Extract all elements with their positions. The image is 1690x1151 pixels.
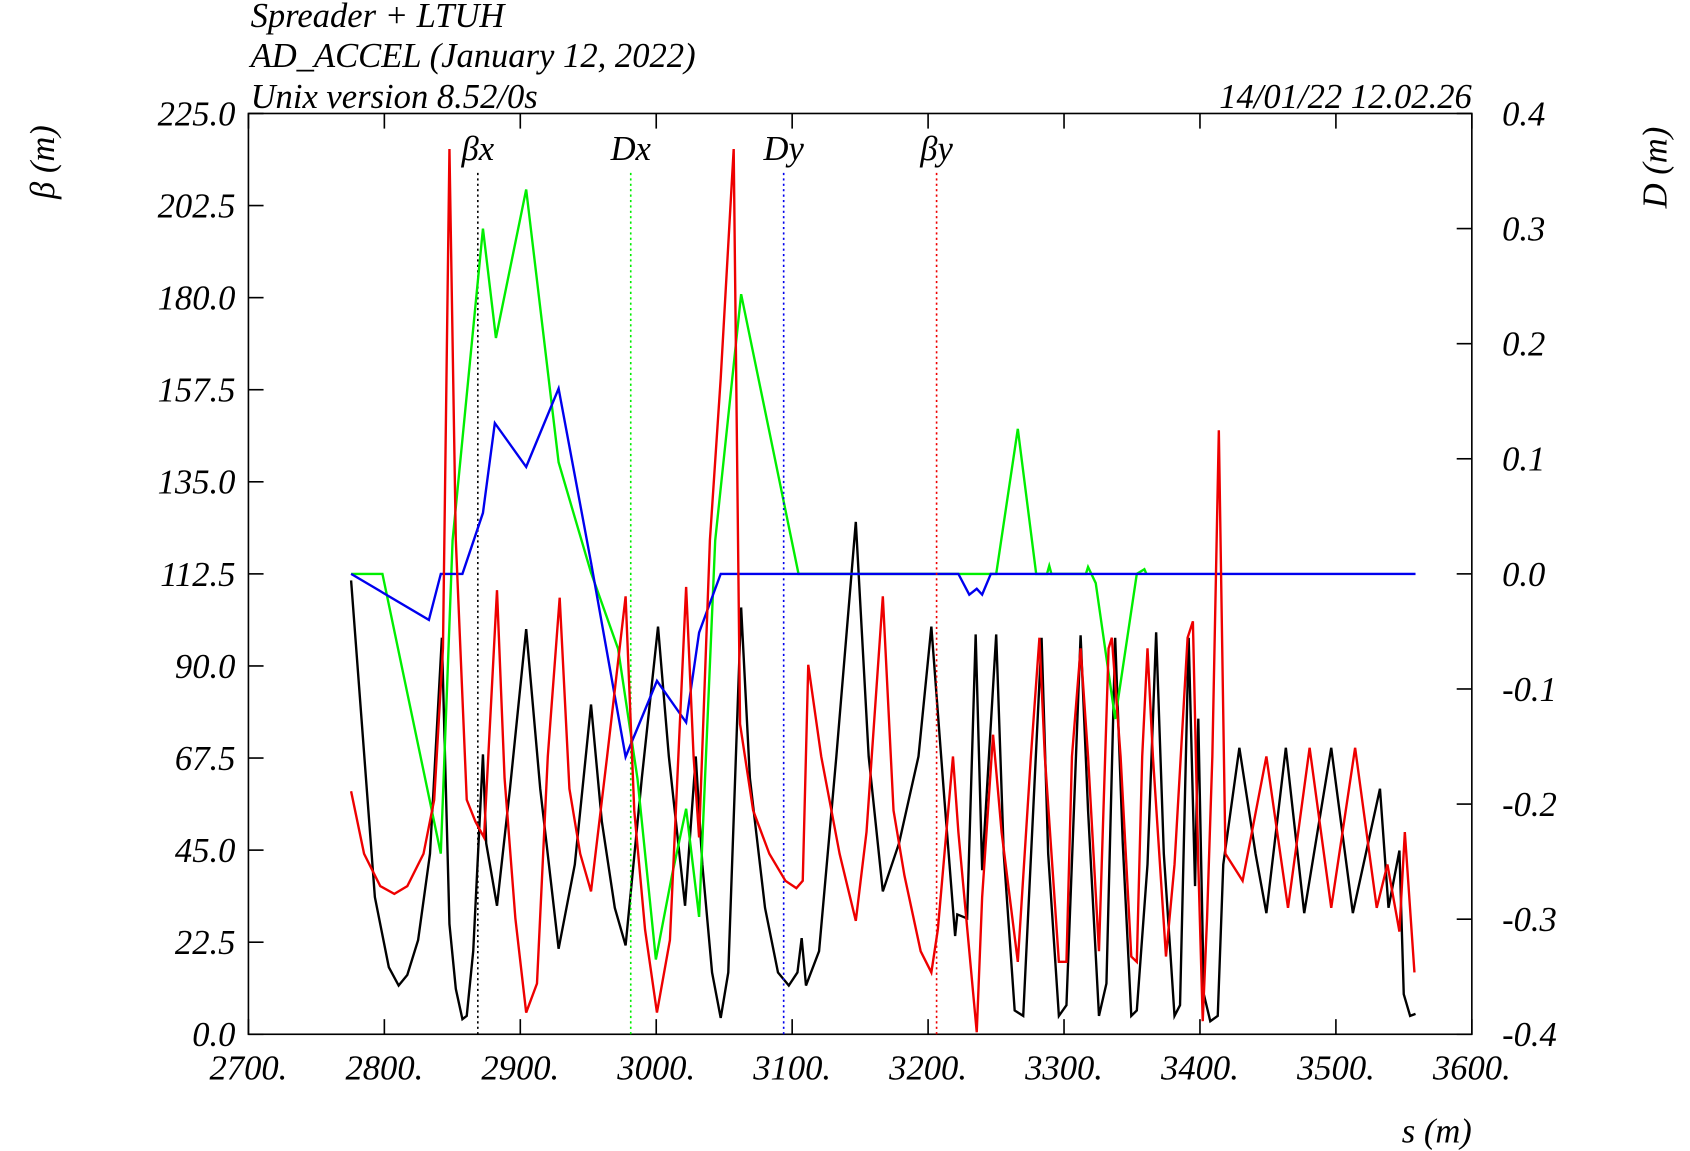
- y2-tick-label: -0.3: [1502, 901, 1557, 939]
- x-tick-label: 2900.: [481, 1050, 559, 1088]
- timestamp: 14/01/22 12.02.26: [1219, 78, 1472, 116]
- x-tick-label: 2800.: [345, 1050, 423, 1088]
- series-line: [351, 189, 1148, 960]
- y2-tick-label: 0.0: [1502, 556, 1545, 594]
- x-tick-label: 3100.: [752, 1050, 831, 1088]
- x-tick-label: 2700.: [210, 1050, 288, 1088]
- x-tick-label: 3600.: [1432, 1050, 1511, 1088]
- y2-tick-label: 0.1: [1502, 441, 1545, 479]
- y2-tick-label: -0.4: [1502, 1016, 1557, 1054]
- title-line: Spreader + LTUH: [251, 0, 507, 35]
- y-tick-label: 157.5: [158, 372, 236, 410]
- y-tick-label: 180.0: [158, 280, 236, 318]
- y-tick-label: 225.0: [158, 95, 236, 133]
- legend-label: βy: [919, 130, 953, 168]
- y-tick-label: 45.0: [175, 832, 236, 870]
- y-tick-label: 0.0: [192, 1016, 235, 1054]
- y2-tick-label: 0.2: [1502, 326, 1545, 364]
- x-tick-label: 3000.: [616, 1050, 695, 1088]
- y2-tick-label: -0.1: [1502, 671, 1557, 709]
- x-tick-label: 3400.: [1160, 1050, 1239, 1088]
- y-tick-label: 67.5: [175, 740, 236, 778]
- legend-label: Dy: [763, 130, 805, 168]
- y-tick-label: 90.0: [175, 648, 236, 686]
- x-tick-label: 3500.: [1296, 1050, 1375, 1088]
- y2-axis-label: D (m): [1636, 127, 1674, 210]
- x-tick-label: 3200.: [888, 1050, 967, 1088]
- x-axis-label: s (m): [1402, 1112, 1472, 1150]
- y2-tick-label: -0.2: [1502, 786, 1557, 824]
- y-tick-label: 202.5: [158, 187, 236, 225]
- series-line: [350, 384, 1416, 762]
- legend-label: βx: [461, 130, 495, 168]
- y-tick-label: 22.5: [175, 924, 236, 962]
- y2-tick-label: 0.3: [1502, 210, 1545, 248]
- legend-label: Dx: [610, 130, 652, 168]
- y-tick-label: 112.5: [160, 556, 235, 594]
- y2-tick-label: 0.4: [1502, 95, 1545, 133]
- title-line: Unix version 8.52/0s: [251, 78, 538, 116]
- x-tick-label: 3300.: [1024, 1050, 1103, 1088]
- series-line: [349, 148, 1416, 1033]
- y-axis-label: β (m): [24, 125, 62, 200]
- series-line: [349, 521, 1416, 1024]
- title-line: AD_ACCEL (January 12, 2022): [249, 37, 696, 75]
- y-tick-label: 135.0: [158, 464, 236, 502]
